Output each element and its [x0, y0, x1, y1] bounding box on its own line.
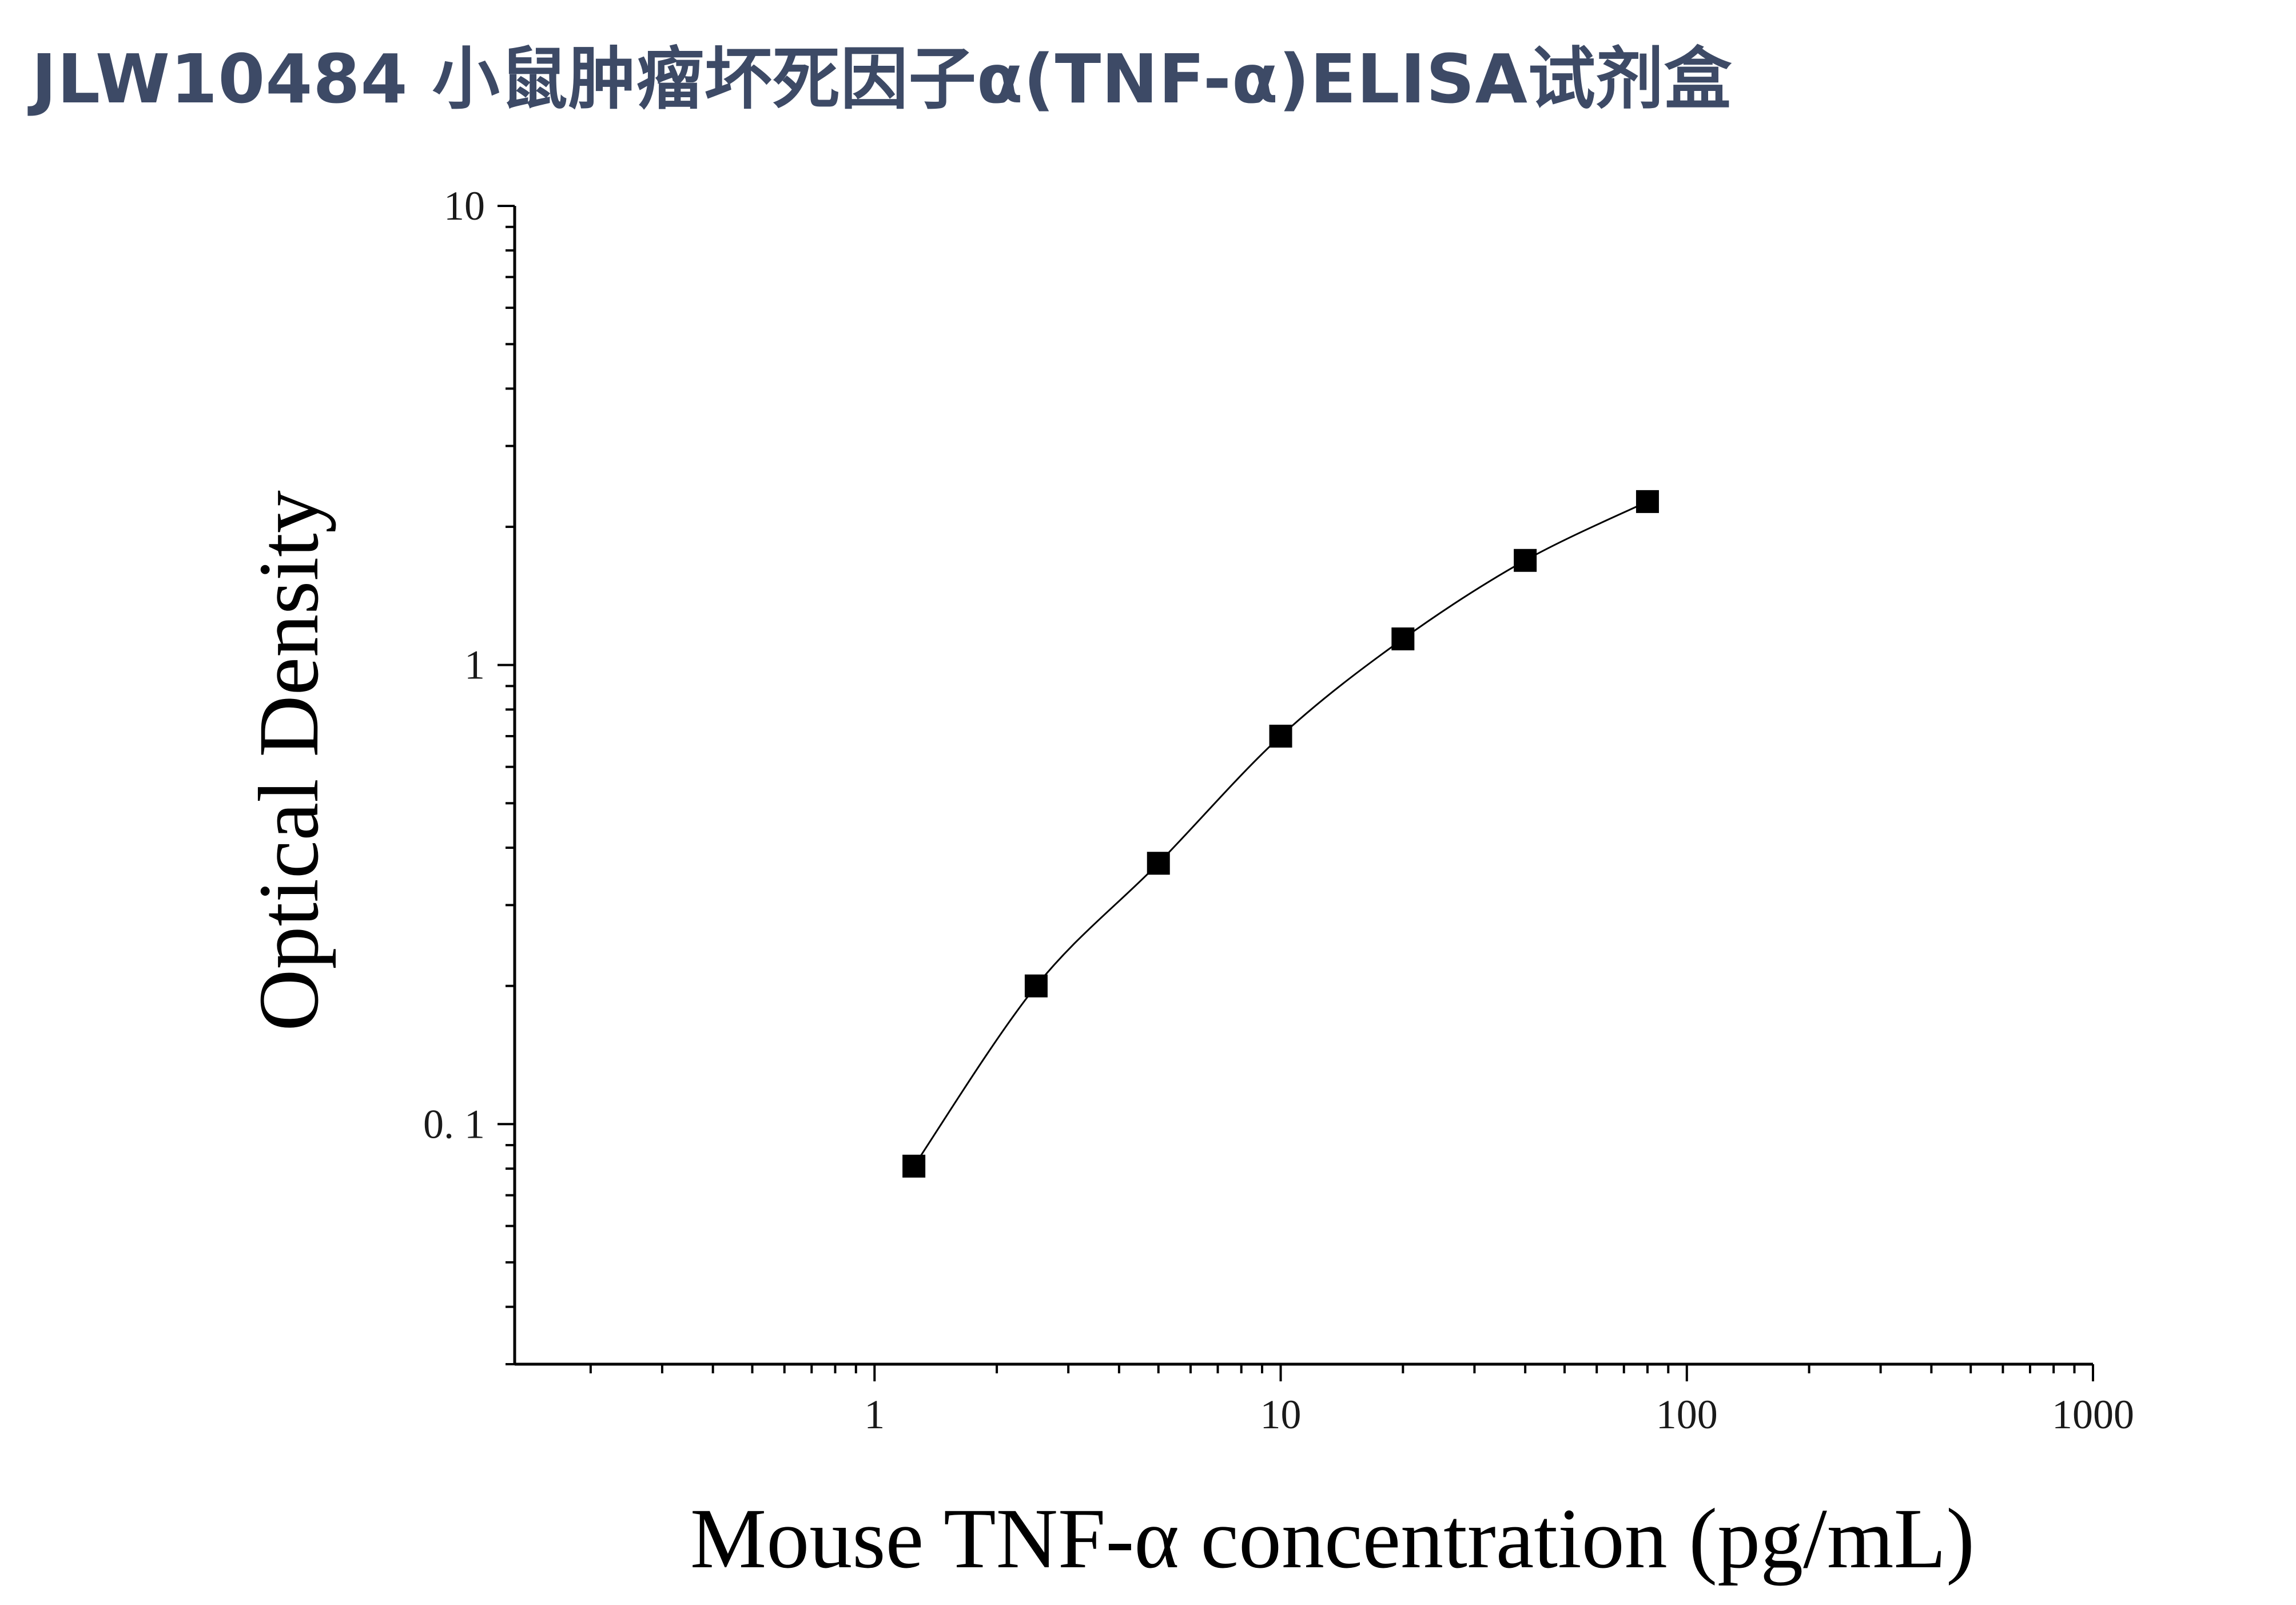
- x-tick-label: 100: [1656, 1392, 1718, 1437]
- y-tick-label: 0. 1: [423, 1101, 485, 1147]
- data-point: [902, 1154, 926, 1178]
- data-point: [1391, 627, 1415, 650]
- axis-ticks: [498, 205, 2094, 1381]
- axis-tick-labels: 1 10 100 1000 0. 1 1 10: [423, 183, 2134, 1437]
- fit-curve: [913, 500, 1648, 1167]
- y-axis-title: Optical Density: [241, 490, 336, 1031]
- x-tick-label: 1000: [2052, 1392, 2134, 1437]
- fit-curve-group: [913, 500, 1648, 1167]
- x-axis-title: Mouse TNF-α concentration (pg/mL): [690, 1491, 1975, 1586]
- data-point: [1024, 974, 1048, 998]
- data-point: [1147, 852, 1170, 875]
- data-point: [1636, 490, 1659, 513]
- y-tick-label: 1: [464, 642, 485, 688]
- data-points: [902, 490, 1659, 1178]
- data-point: [1514, 549, 1537, 572]
- chart-title: JLW10484 小鼠肿瘤坏死因子α(TNF-α)ELISA试剂盒: [31, 39, 1732, 118]
- y-tick-label: 10: [444, 183, 485, 229]
- x-tick-label: 1: [864, 1392, 885, 1437]
- axes: [513, 206, 2093, 1366]
- data-point: [1269, 724, 1292, 748]
- x-tick-label: 10: [1260, 1392, 1302, 1437]
